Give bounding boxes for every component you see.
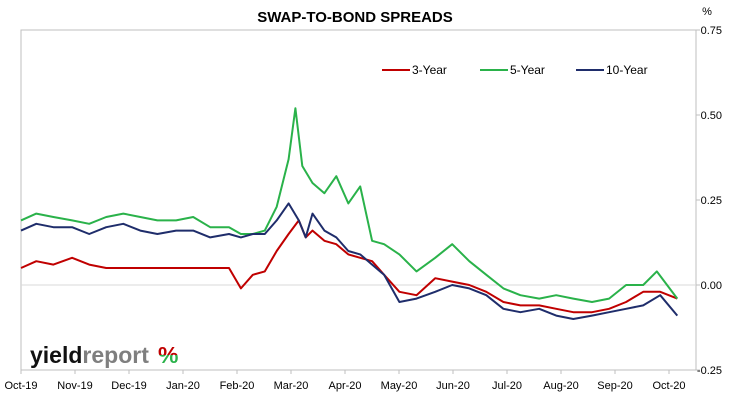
legend-label: 3-Year (412, 63, 447, 77)
x-tick-label: Jan-20 (166, 380, 200, 392)
svg-text:yieldreport: yieldreport (30, 342, 149, 368)
x-tick-label: Feb-20 (220, 380, 255, 392)
plot-area (20, 29, 697, 371)
x-tick-label: Nov-19 (57, 380, 92, 392)
legend: 3-Year 5-Year 10-Year (382, 63, 648, 77)
legend-label: 10-Year (606, 63, 648, 77)
y-tick-label: 0.75 (701, 25, 722, 37)
series-line-5-year (20, 107, 679, 303)
series-lines (20, 107, 679, 320)
y-tick-label: 0.25 (701, 195, 722, 207)
yieldreport-logo: yieldreport % (30, 342, 178, 368)
y-tick-label: 0.50 (701, 110, 722, 122)
logo-word-yield: yield (30, 342, 82, 368)
x-tick-label: May-20 (381, 380, 418, 392)
x-tick-label: Oct-20 (652, 380, 685, 392)
chart-title: SWAP-TO-BOND SPREADS (257, 9, 453, 26)
y-tick-label: 0.00 (701, 280, 722, 292)
logo-percent-icon: % (158, 342, 178, 368)
x-tick-label: Oct-19 (4, 380, 37, 392)
x-tick-label: Aug-20 (543, 380, 578, 392)
y-unit-label: % (702, 6, 712, 18)
x-tick-label: Apr-20 (328, 380, 361, 392)
x-tick-label: Dec-19 (111, 380, 146, 392)
plot-border (20, 29, 697, 371)
y-axis: 0.75 0.50 0.25 0.00 -0.25 (696, 25, 722, 377)
x-axis: Oct-19 Nov-19 Dec-19 Jan-20 Feb-20 Mar-20 Apr-… (4, 370, 686, 392)
x-tick-label: Jun-20 (436, 380, 470, 392)
legend-label: 5-Year (510, 63, 545, 77)
y-tick-label: -0.25 (697, 365, 722, 377)
series-line-3-year (20, 219, 678, 314)
x-tick-label: Sep-20 (597, 380, 632, 392)
x-tick-label: Jul-20 (492, 380, 522, 392)
series-line-10-year (20, 202, 679, 320)
x-tick-label: Mar-20 (274, 380, 309, 392)
logo-word-report: report (82, 342, 149, 368)
